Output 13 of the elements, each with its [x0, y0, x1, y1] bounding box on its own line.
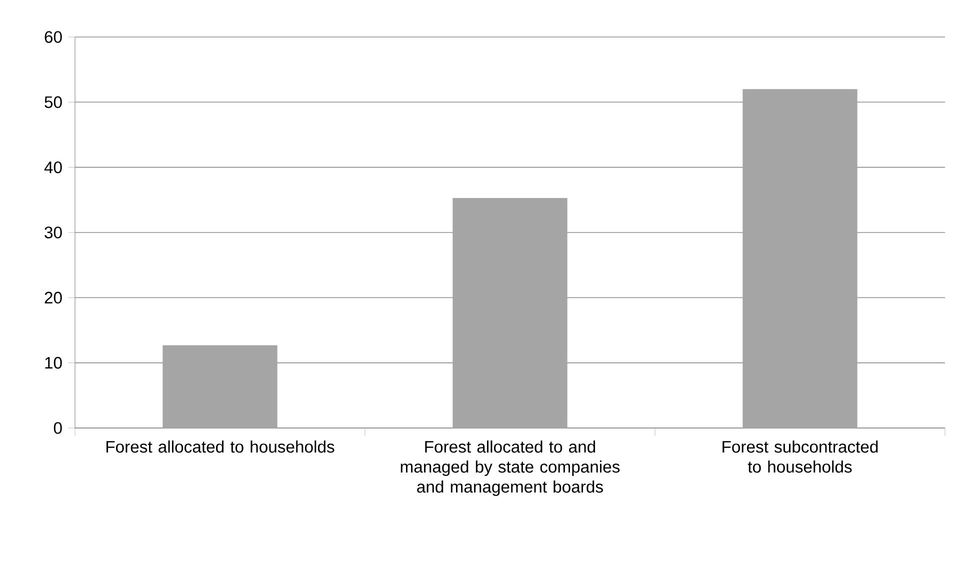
y-tick-label: 40 [44, 161, 62, 174]
bar [742, 89, 858, 428]
y-tick-label: 30 [44, 226, 62, 238]
x-tick-label: Forest subcontracted to households [722, 440, 878, 473]
y-tick-label: 0 [54, 422, 62, 434]
bar [452, 198, 568, 428]
y-tick-label: 60 [44, 31, 62, 43]
x-tick-label: Forest allocated to and managed by state companies and management boards [400, 440, 620, 496]
y-tick-label: 20 [44, 292, 62, 304]
y-tick-label: 50 [44, 96, 62, 108]
y-tick-label: 10 [45, 356, 62, 369]
bar [162, 345, 278, 428]
x-tick-label: Forest allocated to households [106, 440, 334, 453]
